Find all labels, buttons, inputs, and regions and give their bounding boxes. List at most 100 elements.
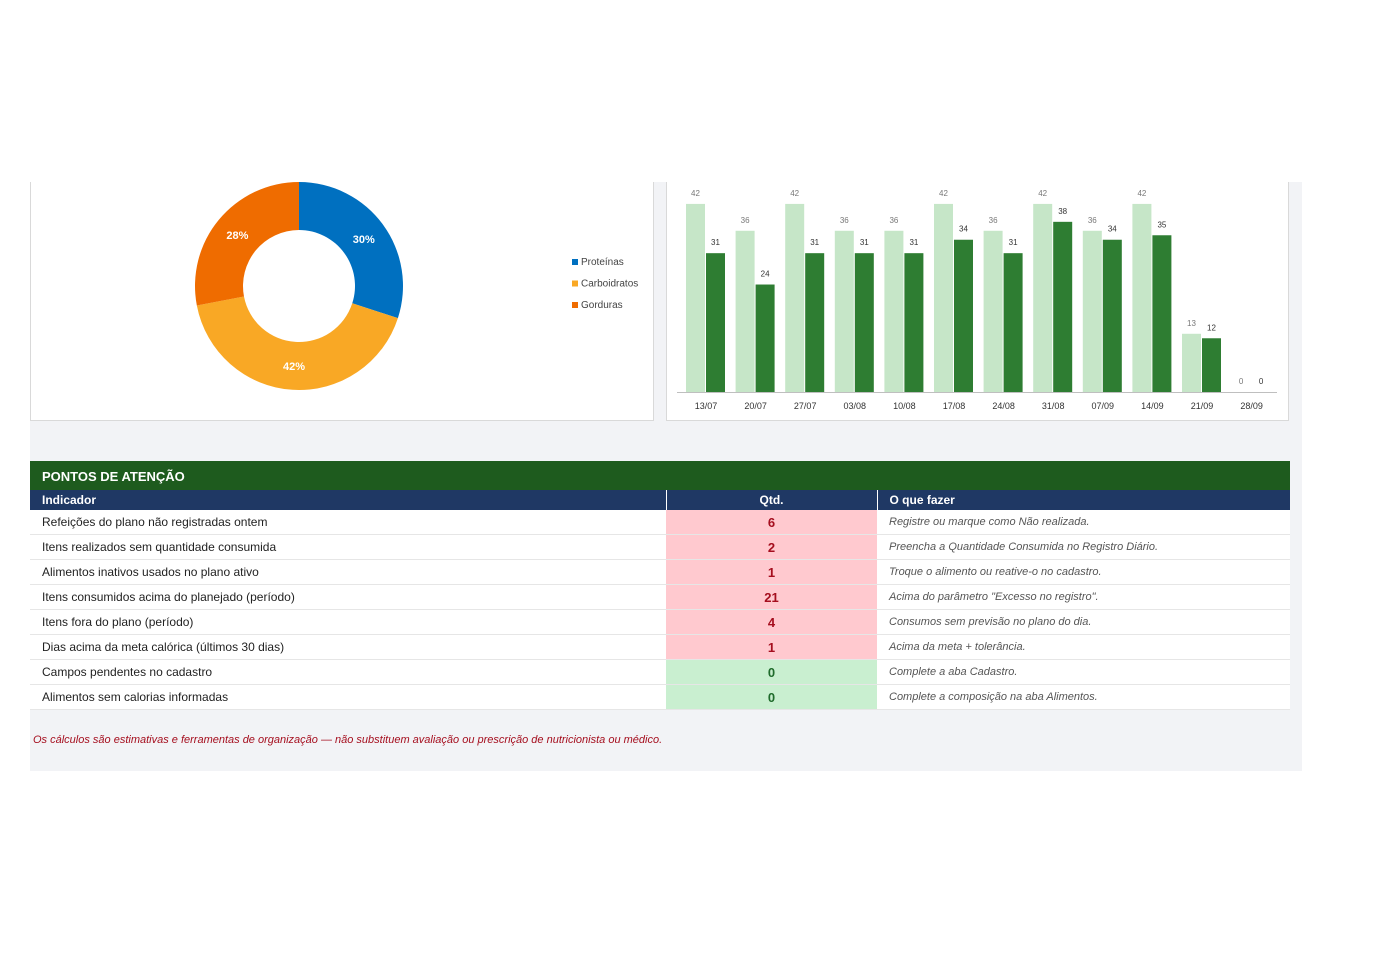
macros-donut-svg: 30% 42% 28% Proteínas Carboidratos Gorduras (195, 182, 638, 391)
legend-swatch (572, 259, 578, 265)
donut-slice[interactable] (195, 182, 299, 306)
bar-actual[interactable] (854, 253, 874, 392)
bar-actual[interactable] (1003, 253, 1023, 392)
attention-row[interactable]: Dias acima da meta calórica (últimos 30 … (30, 634, 1290, 660)
qty-cell[interactable]: 1 (666, 634, 877, 660)
bar-planned[interactable] (934, 203, 953, 392)
action-cell[interactable]: Complete a aba Cadastro. (877, 659, 1290, 685)
bar-actual[interactable] (1202, 338, 1221, 392)
bar-planned[interactable] (1082, 230, 1102, 392)
header-indicator: Indicador (30, 490, 667, 510)
header-qty: Qtd. (666, 490, 878, 510)
qty-cell[interactable]: 4 (666, 609, 877, 635)
bar-value-label: 0 (1239, 377, 1244, 386)
x-tick-label: 14/09 (1141, 401, 1164, 411)
action-cell[interactable]: Consumos sem previsão no plano do dia. (877, 609, 1290, 635)
bar-planned[interactable] (735, 230, 755, 392)
qty-cell[interactable]: 1 (666, 559, 877, 585)
indicator-cell[interactable]: Alimentos sem calorias informadas (30, 684, 666, 710)
disclaimer-note: Os cálculos são estimativas e ferramenta… (33, 734, 663, 746)
weekly-bar-chart[interactable]: 42 31 13/07 36 24 20/07 42 31 27/07 36 31 03/08 36 31… (666, 182, 1289, 421)
macros-donut-chart[interactable]: 30% 42% 28% Proteínas Carboidratos Gorduras (30, 182, 654, 421)
attention-row[interactable]: Alimentos inativos usados no plano ativo… (30, 559, 1290, 585)
indicator-cell[interactable]: Dias acima da meta calórica (últimos 30 … (30, 634, 666, 660)
bar-value-label: 36 (840, 216, 849, 225)
attention-row[interactable]: Itens consumidos acima do planejado (per… (30, 584, 1290, 610)
attention-row[interactable]: Campos pendentes no cadastro 0 Complete a … (30, 659, 1290, 685)
bar-value-label: 31 (1009, 238, 1018, 247)
attention-row[interactable]: Alimentos sem calorias informadas 0 Comple… (30, 684, 1290, 710)
donut-slice[interactable] (196, 296, 398, 391)
bar-value-label: 36 (989, 216, 998, 225)
legend-label: Proteínas (581, 257, 624, 268)
donut-slice[interactable] (299, 182, 403, 319)
indicator-cell[interactable]: Itens realizados sem quantidade consumid… (30, 534, 666, 560)
bar-actual[interactable] (755, 284, 775, 392)
action-cell[interactable]: Acima da meta + tolerância. (877, 634, 1290, 660)
bar-value-label: 36 (741, 216, 750, 225)
bar-actual[interactable] (954, 239, 973, 392)
header-action: O que fazer (877, 490, 1290, 510)
bar-planned[interactable] (686, 203, 705, 392)
bar-actual[interactable] (1102, 239, 1122, 392)
bar-planned[interactable] (1132, 203, 1152, 392)
action-cell[interactable]: Acima do parâmetro "Excesso no registro"… (877, 584, 1290, 610)
bar-actual[interactable] (1152, 235, 1172, 392)
bar-value-label: 38 (1058, 207, 1067, 216)
bar-value-label: 42 (939, 189, 948, 198)
action-cell[interactable]: Complete a composição na aba Alimentos. (877, 684, 1290, 710)
bar-actual[interactable] (706, 253, 725, 392)
bar-value-label: 35 (1157, 220, 1166, 229)
donut-slice-label: 42% (283, 361, 305, 373)
action-cell[interactable]: Registre ou marque como Não realizada. (877, 510, 1290, 535)
x-tick-label: 24/08 (992, 401, 1015, 411)
x-tick-label: 13/07 (695, 401, 718, 411)
bar-planned[interactable] (884, 230, 904, 392)
bar-value-label: 42 (1137, 189, 1146, 198)
bar-value-label: 36 (889, 216, 898, 225)
bar-actual[interactable] (904, 253, 924, 392)
bar-value-label: 31 (810, 238, 819, 247)
bar-value-label: 34 (1108, 225, 1117, 234)
bar-value-label: 36 (1088, 216, 1097, 225)
qty-cell[interactable]: 2 (666, 534, 877, 560)
attention-table: Indicador Qtd. O que fazer Refeições do … (30, 490, 1290, 710)
x-tick-label: 03/08 (844, 401, 867, 411)
x-tick-label: 07/09 (1092, 401, 1115, 411)
x-tick-label: 28/09 (1240, 401, 1263, 411)
attention-row[interactable]: Itens realizados sem quantidade consumid… (30, 534, 1290, 560)
bar-planned[interactable] (1182, 333, 1201, 392)
indicator-cell[interactable]: Campos pendentes no cadastro (30, 659, 666, 685)
qty-cell[interactable]: 0 (666, 684, 877, 710)
bar-value-label: 42 (1038, 189, 1047, 198)
legend-swatch (572, 302, 578, 308)
qty-cell[interactable]: 6 (666, 510, 877, 535)
bar-actual[interactable] (1053, 221, 1073, 392)
indicator-cell[interactable]: Refeições do plano não registradas ontem (30, 510, 666, 535)
indicator-cell[interactable]: Alimentos inativos usados no plano ativo (30, 559, 666, 585)
bar-actual[interactable] (805, 253, 825, 392)
bar-planned[interactable] (1033, 203, 1053, 392)
attention-row[interactable]: Refeições do plano não registradas ontem… (30, 510, 1290, 535)
qty-cell[interactable]: 0 (666, 659, 877, 685)
bar-planned[interactable] (785, 203, 805, 392)
indicator-cell[interactable]: Itens consumidos acima do planejado (per… (30, 584, 666, 610)
bar-planned[interactable] (834, 230, 854, 392)
bar-value-label: 24 (761, 270, 770, 279)
action-cell[interactable]: Preencha a Quantidade Consumida no Regis… (877, 534, 1290, 560)
attention-row[interactable]: Itens fora do plano (período) 4 Consumos s… (30, 609, 1290, 635)
donut-slice-label: 28% (226, 230, 248, 242)
bar-planned[interactable] (983, 230, 1003, 392)
bar-value-label: 42 (691, 189, 700, 198)
qty-cell[interactable]: 21 (666, 584, 877, 610)
indicator-cell[interactable]: Itens fora do plano (período) (30, 609, 666, 635)
legend-swatch (572, 280, 578, 287)
bar-value-label: 13 (1187, 319, 1196, 328)
bar-value-label: 42 (790, 189, 799, 198)
action-cell[interactable]: Troque o alimento ou reative-o no cadast… (877, 559, 1290, 585)
attention-section-title: PONTOS DE ATENÇÃO (30, 461, 1290, 490)
bar-value-label: 12 (1207, 323, 1216, 332)
legend-label: Carboidratos (581, 279, 638, 290)
x-tick-label: 31/08 (1042, 401, 1065, 411)
attention-header-row: Indicador Qtd. O que fazer (30, 490, 1290, 510)
